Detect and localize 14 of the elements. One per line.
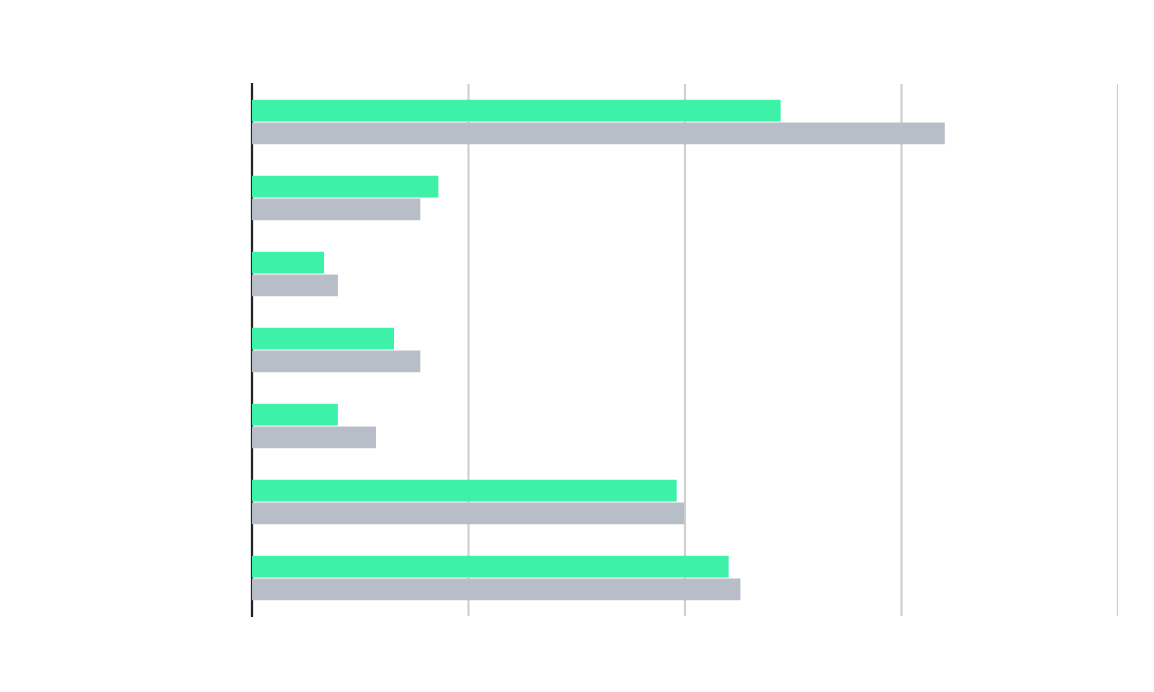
bar (252, 555, 729, 578)
bar (252, 175, 439, 198)
bar (252, 327, 395, 350)
bar (252, 578, 741, 601)
bar (252, 479, 677, 502)
bar (252, 403, 338, 426)
bar (252, 122, 945, 145)
bar (252, 274, 338, 297)
bar (252, 198, 421, 221)
bar (252, 350, 421, 373)
bar (252, 99, 781, 122)
bar (252, 426, 377, 449)
bar (252, 251, 325, 274)
bar (252, 502, 685, 525)
